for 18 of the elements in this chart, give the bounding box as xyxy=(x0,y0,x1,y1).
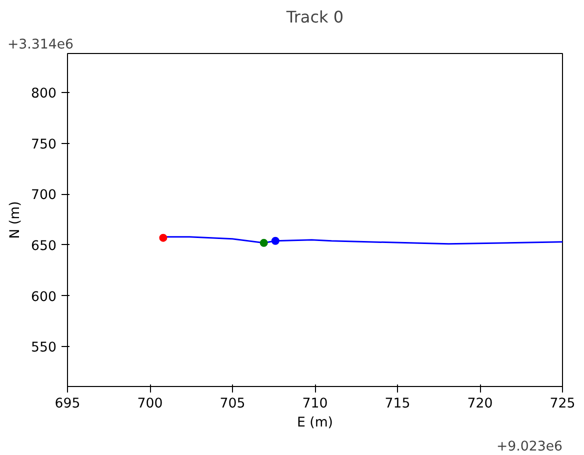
x-tick-label: 700 xyxy=(137,396,163,412)
x-tick-label: 725 xyxy=(550,396,576,412)
x-axis-title: E (m) xyxy=(296,416,334,430)
y-tick-label: 800 xyxy=(31,86,57,102)
y-tick-label: 650 xyxy=(31,238,57,254)
text: +9.023e6 xyxy=(496,440,563,454)
y-tick-label: 700 xyxy=(31,188,57,204)
chart-title: Track 0 xyxy=(285,8,344,26)
text: +3.314e6 xyxy=(8,38,74,52)
y-tick-label: 550 xyxy=(31,340,57,356)
y-tick-label: 750 xyxy=(31,137,57,152)
x-tick-label: 710 xyxy=(302,396,328,412)
x-tick-label: 715 xyxy=(384,396,410,412)
y-tick-label: 600 xyxy=(31,290,57,305)
x-tick-label: 720 xyxy=(467,396,493,412)
x-tick-label: 705 xyxy=(220,396,246,412)
x-tick-label: 695 xyxy=(54,396,80,412)
y-axis-title: N (m) xyxy=(8,201,24,239)
